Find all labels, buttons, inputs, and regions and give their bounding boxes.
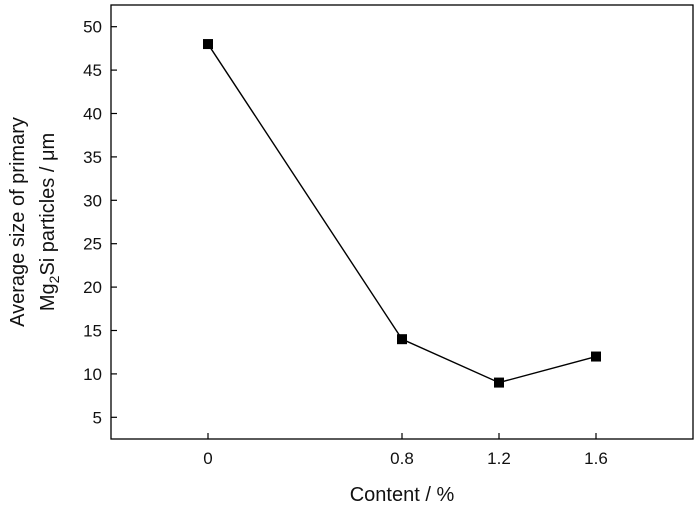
x-axis-label: Content / % [350, 484, 455, 506]
y-tick-label: 30 [83, 191, 102, 210]
x-tick-label: 1.2 [487, 449, 511, 468]
y-tick-label: 25 [83, 235, 102, 254]
y-axis-label: Average size of primary Mg2Si particles … [7, 117, 62, 327]
y-tick-label: 45 [83, 61, 102, 80]
y-axis-label-line2: Mg2Si particles / μm [37, 133, 62, 311]
data-point-marker [494, 377, 504, 388]
x-axis-ticks: 0 0.8 1.2 1.6 [203, 433, 608, 468]
y-axis-ticks: 5 10 15 20 25 30 35 40 45 50 [83, 18, 117, 427]
x-tick-label: 0.8 [390, 449, 414, 468]
data-point-marker [591, 351, 601, 362]
y-tick-label: 40 [83, 105, 102, 124]
y-axis-label-subscript: 2 [46, 275, 62, 283]
y-axis-label-line1: Average size of primary [7, 117, 29, 327]
x-tick-label: 0 [203, 449, 212, 468]
y-tick-label: 10 [83, 365, 102, 384]
y-tick-label: 5 [93, 408, 102, 427]
y-axis-label-mg: Mg [37, 283, 59, 311]
plot-frame [110, 4, 694, 440]
y-axis-label-rest: Si particles / μm [37, 133, 59, 276]
series-line [207, 43, 597, 384]
data-point-marker [203, 39, 213, 50]
x-tick-label: 1.6 [584, 449, 608, 468]
series-group [203, 39, 601, 388]
data-point-marker [397, 334, 407, 345]
y-tick-label: 50 [83, 18, 102, 37]
y-tick-label: 15 [83, 322, 102, 341]
y-tick-label: 35 [83, 148, 102, 167]
y-tick-label: 20 [83, 278, 102, 297]
